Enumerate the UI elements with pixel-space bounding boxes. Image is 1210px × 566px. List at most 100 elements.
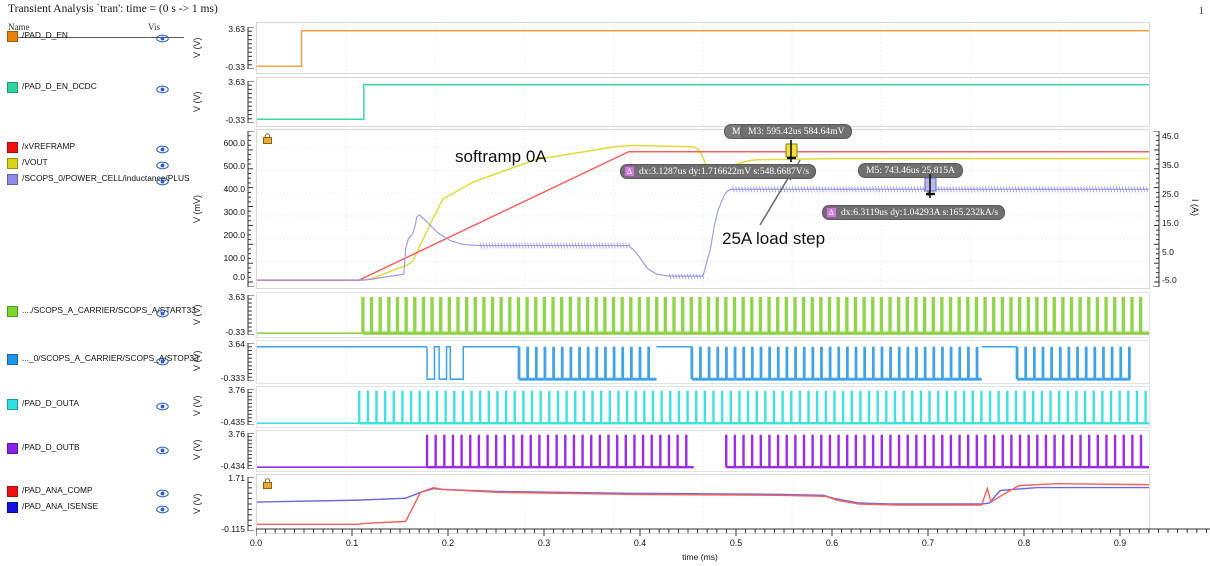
legend-signal-name: ..._0/SCOPS_A_CARRIER/SCOPS_A/STOP33 [22, 353, 199, 363]
panel-analog-main-ytick: 200.0 [223, 230, 245, 240]
panel-start33-tickbar [247, 295, 254, 335]
legend-color-swatch [7, 502, 18, 513]
legend-color-swatch [7, 443, 18, 454]
panel-pad-d-outa-plot[interactable] [256, 386, 1150, 428]
panel-stop33[interactable]: V (V) 3.64 -0.333 [190, 339, 1210, 384]
eye-icon[interactable] [156, 354, 169, 366]
legend-color-swatch [7, 158, 18, 169]
x-axis-tick-label: 0.2 [441, 538, 455, 548]
panel-pad-d-outb-ytick-min: -0.434 [220, 461, 245, 471]
legend-row[interactable]: ..../SCOPS_A_CARRIER/SCOPS_A/START33 [0, 305, 196, 318]
legend-row[interactable]: /SCOPS_0/POWER_CELL/inductance/PLUS [0, 173, 190, 186]
lock-icon-bottom [263, 478, 272, 489]
panel-start33-plot[interactable] [256, 292, 1150, 338]
delta-readout-1[interactable]: Δ dx:3.1287us dy:1.716622mV s:548.6687V/… [620, 164, 817, 179]
panel-pad-d-en-dcdc-ytick-max: 3.63 [228, 77, 245, 87]
legend-header-name: Name [8, 22, 30, 32]
delta-readout-2-text: dx:6.3119us dy:1.04293A s:165.232kA/s [841, 207, 999, 218]
legend-color-swatch [7, 142, 18, 153]
legend-row[interactable]: /PAD_D_OUTA [0, 398, 190, 411]
x-axis-tick-label: 0.1 [345, 538, 359, 548]
legend-signal-name: /xVREFRAMP [22, 141, 76, 151]
eye-icon[interactable] [156, 31, 169, 43]
delta-readout-2[interactable]: Δ dx:6.3119us dy:1.04293A s:165.232kA/s [822, 205, 1006, 220]
panel-analog-main[interactable]: V (mV) 600.0 500.0 400.0 300.0 200.0 100.0 0.0 [190, 129, 1210, 289]
marker-m3-label[interactable]: M3: 595.42us 584.64mV [740, 124, 853, 139]
panel-start33-ylabel: V (V) [192, 304, 202, 326]
eye-icon[interactable] [156, 486, 169, 498]
panel-analog-bottom[interactable]: V (V) 1.71 -0.115 [190, 473, 1210, 534]
legend-color-swatch [7, 399, 18, 410]
annotation-softramp: softramp 0A [455, 147, 547, 166]
panel-pad-d-en-dcdc[interactable]: V (V) 3.63 -0.33 [190, 77, 1210, 127]
window-title: Transient Analysis `tran': time = (0 s -… [8, 3, 218, 15]
panel-pad-d-en-plot[interactable] [256, 22, 1150, 74]
panel-pad-d-en[interactable]: V (V) 3.63 -0.33 [190, 22, 1210, 74]
legend-signal-name: /PAD_D_EN [22, 30, 68, 40]
eye-icon[interactable] [156, 443, 169, 455]
x-axis-tickbar [256, 528, 1210, 536]
panel-analog-main-right-ytick: 25.0 [1162, 189, 1179, 199]
panel-pad-d-outa-ylabel: V (V) [192, 395, 202, 417]
legend-color-swatch [7, 31, 18, 42]
panel-analog-main-right-ylabel: I (A) [1190, 199, 1200, 216]
legend-row[interactable]: /PAD_ANA_COMP [0, 485, 190, 498]
legend-color-swatch [7, 306, 18, 317]
panel-analog-bottom-tickbar [247, 477, 254, 531]
panel-analog-main-ytick: 300.0 [223, 207, 245, 217]
eye-icon[interactable] [156, 306, 169, 318]
panel-pad-d-en-dcdc-ylabel: V (V) [192, 91, 202, 113]
panel-pad-d-outa-ytick-min: -0.435 [220, 417, 245, 427]
x-axis-tick-label: 0.3 [537, 538, 551, 548]
x-axis: 0.00.10.20.30.40.50.60.70.80.91.0 time (… [190, 528, 1210, 566]
eye-icon[interactable] [156, 158, 169, 170]
panel-pad-d-outb-tickbar [247, 433, 254, 469]
delta-readout-1-text: dx:3.1287us dy:1.716622mV s:548.6687V/s [639, 166, 810, 177]
eye-icon[interactable] [156, 502, 169, 514]
legend-row[interactable]: /PAD_D_EN_DCDC [0, 81, 190, 94]
legend-row[interactable]: /VOUT [0, 157, 190, 170]
legend-row[interactable]: /PAD_D_EN [0, 30, 190, 43]
panel-pad-d-outb-ylabel: V (V) [192, 439, 202, 461]
legend-signal-name: /PAD_D_OUTA [22, 398, 79, 408]
panel-analog-bottom-plot[interactable] [256, 474, 1150, 534]
panel-pad-d-outa[interactable]: V (V) 3.76 -0.435 [190, 385, 1210, 428]
legend-signal-name: /PAD_ANA_COMP [22, 485, 93, 495]
panel-start33[interactable]: V (V) 3.63 -0.33 [190, 292, 1210, 338]
legend-header-vis: Vis [148, 22, 160, 32]
panel-analog-bottom-ylabel: V (V) [192, 493, 202, 515]
panel-pad-d-en-dcdc-plot[interactable] [256, 77, 1150, 127]
x-axis-tick-label: 0.5 [729, 538, 743, 548]
panel-analog-main-ylabel: V (mV) [192, 195, 202, 223]
legend-row[interactable]: /PAD_ANA_ISENSE [0, 501, 190, 514]
panel-analog-main-plot[interactable] [256, 129, 1150, 289]
x-axis-tick-label: 0.6 [825, 538, 839, 548]
panel-analog-bottom-ytick-max: 1.71 [228, 473, 245, 483]
panel-pad-d-outb-ytick-max: 3.76 [228, 429, 245, 439]
marker-m5-label[interactable]: M5: 743.46us 25.815A [858, 163, 964, 178]
panel-pad-d-outb-plot[interactable] [256, 430, 1150, 472]
panel-analog-main-right-ytick: 5.0 [1162, 247, 1174, 257]
panel-analog-main-ytick: 600.0 [223, 138, 245, 148]
panel-stop33-plot[interactable] [256, 340, 1150, 384]
delta-badge-icon: Δ [624, 166, 635, 177]
x-axis-tick-label: 0.7 [921, 538, 935, 548]
panel-stop33-ylabel: V (V) [192, 350, 202, 372]
eye-icon[interactable] [156, 142, 169, 154]
legend-signal-name: ..../SCOPS_A_CARRIER/SCOPS_A/START33 [22, 305, 196, 315]
panel-analog-main-right-ytick: 15.0 [1162, 218, 1179, 228]
x-axis-tick-label: 0.0 [249, 538, 263, 548]
panel-analog-main-ytick: 100.0 [223, 253, 245, 263]
eye-icon[interactable] [156, 174, 169, 186]
legend-signal-name: /SCOPS_0/POWER_CELL/inductance/PLUS [22, 173, 190, 183]
legend-row[interactable]: ..._0/SCOPS_A_CARRIER/SCOPS_A/STOP33 [0, 353, 199, 366]
panel-pad-d-outb[interactable]: V (V) 3.76 -0.434 [190, 429, 1210, 472]
panel-pad-d-en-dcdc-tickbar [247, 81, 254, 123]
x-axis-tick-label: 0.4 [633, 538, 647, 548]
legend-row[interactable]: /PAD_D_OUTB [0, 442, 190, 455]
x-axis-tick-label: 0.8 [1017, 538, 1031, 548]
eye-icon[interactable] [156, 399, 169, 411]
eye-icon[interactable] [156, 82, 169, 94]
legend-color-swatch [7, 354, 18, 365]
legend-row[interactable]: /xVREFRAMP [0, 141, 190, 154]
